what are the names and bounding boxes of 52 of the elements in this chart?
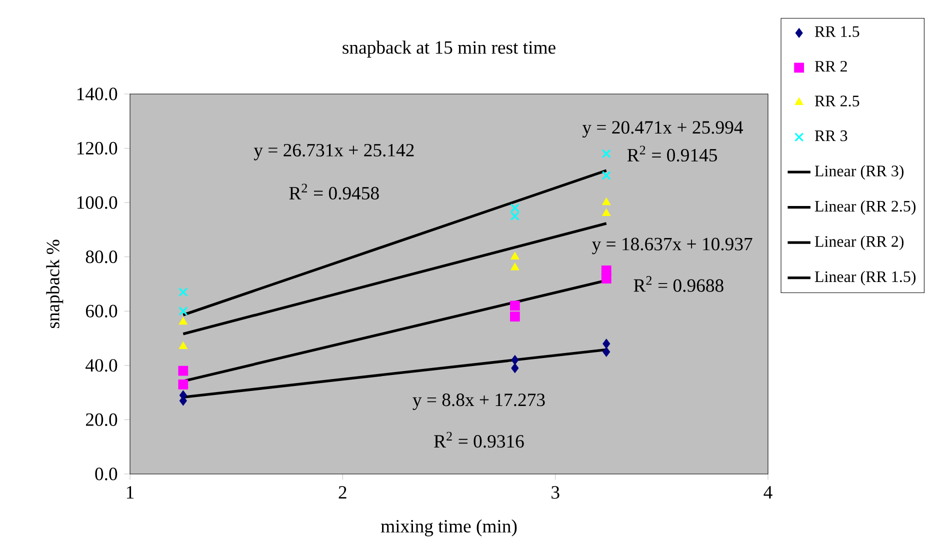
x-tick-label: 1: [126, 486, 134, 498]
point: [511, 363, 519, 374]
y-tick-label: 20.0: [86, 413, 118, 426]
point: [510, 252, 520, 260]
annotation: R$^{2}$ = 0.9316: [434, 432, 524, 448]
point: [601, 274, 612, 284]
legend-label: Linear (RR 2): [814, 236, 904, 250]
point: [602, 346, 610, 357]
annotation: y = 26.731x + 25.142: [254, 144, 414, 160]
point: [510, 312, 520, 322]
point: [178, 288, 188, 297]
annotation: R$^{2}$ = 0.9145: [627, 146, 717, 162]
y-tick-label: 100.0: [77, 196, 118, 209]
annotation: y = 20.471x + 25.994: [582, 121, 743, 138]
legend-label: RR 3: [814, 130, 848, 142]
x-tick-label: 2: [338, 486, 346, 499]
x-tick-label: 3: [552, 486, 560, 499]
point: [510, 300, 520, 311]
point: [510, 203, 520, 213]
point: [602, 198, 611, 206]
point: [178, 366, 188, 376]
chart-title: snapback at 15 min rest time: [342, 40, 556, 58]
legend-label: RR 2.5: [814, 96, 860, 107]
point: [602, 208, 611, 216]
annotation: y = 18.637x + 10.937: [592, 238, 752, 254]
legend-label: Linear (RR 1.5): [814, 270, 916, 286]
x-axis-title: mixing time (min): [380, 519, 517, 536]
y-tick-label: 140.0: [77, 88, 118, 100]
y-tick-label: 120.0: [77, 142, 118, 155]
point: [602, 170, 611, 180]
point: [178, 379, 188, 390]
annotation: y = 8.8x + 17.273: [412, 394, 545, 410]
point: [602, 338, 610, 349]
legend-label: RR 1.5: [814, 26, 860, 38]
point: [178, 341, 188, 350]
annotation: R$^{2}$ = 0.9688: [634, 276, 724, 292]
x-tick-label: 4: [764, 486, 772, 498]
legend-label: Linear (RR 2.5): [814, 200, 916, 215]
y-tick-label: 40.0: [86, 359, 118, 372]
point: [602, 149, 611, 158]
y-tick-label: 60.0: [86, 304, 118, 318]
y-axis-title: snapback %: [46, 240, 64, 328]
legend-label: RR 2: [814, 60, 847, 72]
point: [178, 317, 188, 325]
annotation: R$^{2}$ = 0.9458: [289, 184, 379, 200]
y-tick-label: 80.0: [86, 250, 118, 264]
y-tick-label: 0.0: [95, 468, 118, 480]
point: [510, 262, 520, 270]
point: [178, 306, 188, 316]
legend-label: Linear (RR 3): [814, 165, 904, 180]
point: [510, 212, 520, 221]
point: [511, 355, 519, 365]
